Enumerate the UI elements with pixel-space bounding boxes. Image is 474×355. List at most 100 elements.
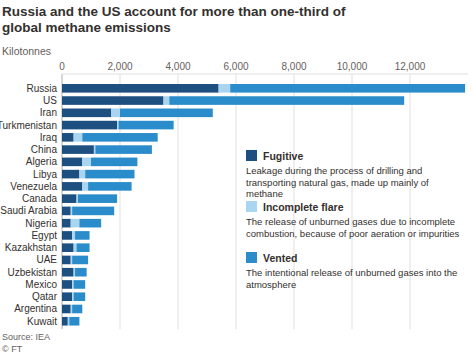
title-line: Russia and the US account for more than … xyxy=(2,4,346,19)
bar-segment xyxy=(74,133,83,142)
bar-segment xyxy=(62,317,68,326)
title: Russia and the US account for more than … xyxy=(2,4,346,35)
bar-segment xyxy=(82,158,91,167)
bar-segment xyxy=(74,243,77,252)
legend-swatch xyxy=(246,252,257,263)
bar-segment xyxy=(71,207,72,216)
bar-segment xyxy=(75,231,90,240)
bar-segment xyxy=(68,317,69,326)
bar-segment xyxy=(62,231,72,240)
bar-segment xyxy=(62,292,72,301)
bar-segment xyxy=(78,194,117,203)
bar-segment xyxy=(117,121,118,130)
category-label: Canada xyxy=(22,193,57,204)
category-label: Kazakhstan xyxy=(5,242,57,253)
category-label: Iraq xyxy=(40,132,57,143)
bar-segment xyxy=(82,182,88,191)
tick-label: 12,000 xyxy=(395,61,426,72)
bar-segment xyxy=(82,133,157,142)
legend-description: Leakage during the process of drilling a… xyxy=(246,165,468,200)
category-label: Russia xyxy=(26,83,57,94)
bar-segment xyxy=(77,194,78,203)
bar-segment xyxy=(79,170,85,179)
bar-segment xyxy=(230,84,465,93)
tick-label: 2,000 xyxy=(107,61,132,72)
category-label: US xyxy=(43,95,57,106)
tick-label: 6,000 xyxy=(223,61,248,72)
category-label: Iran xyxy=(40,107,57,118)
bar-segment xyxy=(88,182,132,191)
grid-line xyxy=(410,74,411,329)
bar-segment xyxy=(85,170,134,179)
bar-segment xyxy=(74,280,86,289)
legend-swatch xyxy=(246,201,257,212)
bar-segment xyxy=(72,256,88,265)
grid-line xyxy=(352,74,353,329)
bar-segment xyxy=(62,219,71,228)
category-label: Kuwait xyxy=(27,316,57,327)
subtitle: Kilotonnes xyxy=(2,45,51,57)
bar-segment xyxy=(72,280,73,289)
bar-segment xyxy=(62,109,111,118)
legend-label: Incomplete flare xyxy=(263,201,344,213)
bar-segment xyxy=(119,121,174,130)
grid-line xyxy=(236,74,237,329)
bar-segment xyxy=(72,231,75,240)
bar-segment xyxy=(219,84,231,93)
page: {"chart_data": { "type": "bar", "orienta… xyxy=(0,0,474,355)
bar-segment xyxy=(62,207,71,216)
bar-segment xyxy=(74,268,75,277)
source: Source: IEA xyxy=(2,332,50,342)
legend-swatch xyxy=(246,150,257,161)
bar-segment xyxy=(62,243,74,252)
bar-segment xyxy=(71,219,80,228)
bar-segment xyxy=(71,256,72,265)
tick-label: 0 xyxy=(59,61,65,72)
bar-segment xyxy=(62,158,82,167)
category-label: UAE xyxy=(36,254,57,265)
category-label: Uzbekistan xyxy=(8,267,57,278)
bar-segment xyxy=(62,305,71,314)
bar-segment xyxy=(94,145,95,154)
bar-segment xyxy=(72,292,73,301)
bar-segment xyxy=(69,317,79,326)
category-label: Argentina xyxy=(14,303,57,314)
bar-segment xyxy=(71,305,72,314)
category-label: Venezuela xyxy=(10,181,57,192)
bar-segment xyxy=(111,109,120,118)
bar-segment xyxy=(62,182,82,191)
category-label: Libya xyxy=(33,169,57,180)
credit: © FT xyxy=(2,344,23,354)
bar-segment xyxy=(95,145,152,154)
bar-segment xyxy=(62,96,164,105)
category-label: Saudi Arabia xyxy=(0,205,57,216)
bar-segment xyxy=(62,121,117,130)
bar-segment xyxy=(62,268,74,277)
bar-segment xyxy=(77,243,90,252)
legend-label: Vented xyxy=(263,252,297,264)
bar-segment xyxy=(72,207,114,216)
tick-label: 8,000 xyxy=(281,61,306,72)
bar-segment xyxy=(72,305,82,314)
tick-label: 4,000 xyxy=(165,61,190,72)
category-label: Egypt xyxy=(31,230,57,241)
category-label: Turkmenistan xyxy=(0,120,57,131)
category-label: Mexico xyxy=(25,279,57,290)
bar-segment xyxy=(62,133,74,142)
category-label: Algeria xyxy=(26,156,58,167)
title-line: global methane emissions xyxy=(2,20,171,35)
bar-segment xyxy=(62,194,77,203)
bar-segment xyxy=(75,268,87,277)
category-label: Qatar xyxy=(32,291,58,302)
bar-segment xyxy=(62,170,79,179)
bar-segment xyxy=(62,256,71,265)
category-label: China xyxy=(31,144,58,155)
bar-segment xyxy=(62,280,72,289)
bar-segment xyxy=(164,96,170,105)
axis-line xyxy=(62,74,468,75)
bar-segment xyxy=(120,109,213,118)
category-label: Nigeria xyxy=(25,218,57,229)
legend-description: The intentional release of unburned gase… xyxy=(246,267,468,290)
bar-segment xyxy=(91,158,137,167)
legend-label: Fugitive xyxy=(263,150,303,162)
